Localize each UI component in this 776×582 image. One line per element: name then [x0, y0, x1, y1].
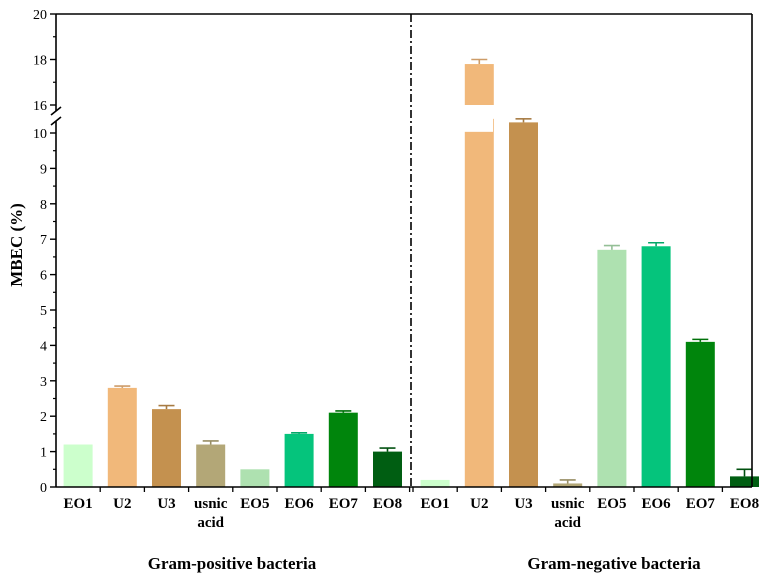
y-tick-label-8: 8	[40, 198, 47, 213]
x-tick-label-gram-positive-u2: U2	[113, 496, 131, 512]
bar-gram-positive-u3	[152, 409, 181, 487]
bar-gram-negative-eo1	[420, 479, 450, 487]
x-tick-label-gram-positive-u3: U3	[157, 496, 175, 512]
x-tick-label-gram-negative-eo1: EO1	[421, 496, 450, 512]
x-tick-label-gram-positive-eo6: EO6	[285, 496, 315, 512]
y-tick-label-18: 18	[33, 54, 47, 69]
x-tick-label-gram-negative-usnic-acid-line2: acid	[554, 515, 581, 531]
x-tick-label-gram-negative-u3: U3	[514, 496, 532, 512]
bar-gram-negative-u2-lower	[464, 118, 494, 487]
x-tick-label-gram-negative-eo7: EO7	[686, 496, 716, 512]
group-label-gram-positive: Gram-positive bacteria	[148, 554, 317, 573]
bar-gram-negative-eo5	[597, 249, 627, 487]
bar-gram-positive-eo7	[328, 412, 358, 487]
bar-break-gap	[457, 117, 493, 132]
y-tick-label-4: 4	[40, 339, 47, 354]
bar-gram-positive-eo1	[63, 444, 93, 487]
bar-gram-positive-eo5	[240, 469, 270, 487]
x-tick-label-gram-negative-usnic-acid-line1: usnic	[551, 496, 585, 512]
y-tick-label-16: 16	[33, 99, 47, 114]
y-tick-label-0: 0	[40, 481, 47, 496]
y-axis-title: MBEC (%)	[7, 203, 26, 287]
x-tick-label-gram-positive-eo7: EO7	[329, 496, 359, 512]
bars-layer	[63, 58, 759, 487]
axis-break-mark-lower	[50, 116, 62, 126]
bar-gram-negative-u2-upper	[464, 64, 494, 105]
bar-gram-negative-eo8	[730, 476, 759, 487]
bar-gram-negative-u3	[509, 122, 538, 487]
x-tick-label-gram-negative-eo8: EO8	[730, 496, 759, 512]
y-tick-label-1: 1	[40, 446, 47, 461]
bar-gram-negative-eo7	[685, 341, 715, 487]
x-tick-label-gram-positive-eo8: EO8	[373, 496, 402, 512]
axis-break-mark-upper	[50, 106, 62, 116]
x-tick-label-gram-positive-eo5: EO5	[240, 496, 269, 512]
x-tick-label-gram-negative-eo5: EO5	[597, 496, 626, 512]
bar-gram-positive-eo6	[284, 433, 314, 487]
group-label-gram-negative: Gram-negative bacteria	[527, 554, 701, 573]
x-tick-label-gram-negative-u2: U2	[470, 496, 488, 512]
axes-layer	[50, 13, 753, 492]
bar-gram-negative-usnic-acid	[553, 483, 583, 487]
y-tick-label-20: 20	[33, 8, 47, 23]
y-tick-label-2: 2	[40, 410, 47, 425]
y-tick-label-5: 5	[40, 304, 47, 319]
x-tick-label-gram-positive-eo1: EO1	[64, 496, 93, 512]
bar-gram-negative-eo6	[641, 246, 671, 487]
bar-gram-positive-eo8	[373, 451, 402, 487]
y-tick-label-7: 7	[40, 233, 47, 248]
bar-gram-positive-usnic-acid	[196, 444, 226, 487]
labels-layer: EO1 U2 U3 usnic acid EO5 EO6 EO7 EO8 EO1 U2 U3 usnic…	[33, 8, 759, 531]
y-tick-label-10: 10	[33, 127, 47, 142]
y-tick-label-3: 3	[40, 375, 47, 390]
x-tick-label-gram-positive-usnic-acid-line1: usnic	[194, 496, 228, 512]
x-tick-label-gram-negative-eo6: EO6	[642, 496, 672, 512]
bar-gram-positive-u2	[107, 387, 137, 487]
y-tick-label-6: 6	[40, 269, 47, 284]
x-tick-label-gram-positive-usnic-acid-line2: acid	[197, 515, 224, 531]
y-tick-label-9: 9	[40, 162, 47, 177]
